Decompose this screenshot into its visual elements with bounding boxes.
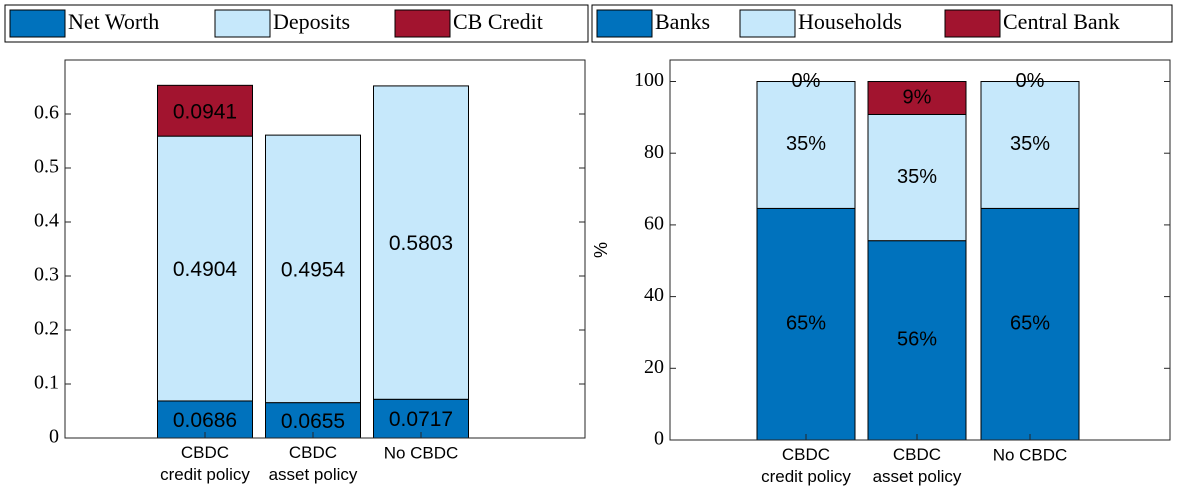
y-tick-label: 0.2 [34,318,59,340]
x-tick-label: CBDC credit policy [761,445,851,486]
x-tick-label: CBDC asset policy [269,443,358,484]
bar-segment [157,84,253,137]
value-label: 65% [1010,312,1050,334]
legend-label: CB Credit [453,9,543,34]
legend-swatch [214,9,271,38]
x-tick-label: No CBDC [993,445,1068,464]
x-tick-label: CBDC asset policy [873,445,962,486]
x-tick-label: No CBDC [384,443,459,462]
x-tick-label: CBDC credit policy [160,443,250,484]
value-label: 56% [897,329,937,351]
legend-swatch [944,9,1001,38]
y-tick-label: 0 [49,426,59,448]
bar-segment [157,135,253,402]
value-label: 35% [1010,133,1050,155]
bar-segment [867,81,967,115]
value-label: 0.0717 [389,408,453,431]
legend-swatch [596,9,653,38]
bar-segment [756,81,856,209]
value-label: 0.0941 [173,100,237,123]
value-label: 35% [786,133,826,155]
legend-box [4,4,589,43]
legend-label: Households [798,9,902,34]
y-tick-label: 0.5 [34,156,59,178]
value-label: 0.4904 [173,258,238,281]
value-label: 35% [897,166,937,188]
bar-segment [756,207,856,441]
y-tick-label: 0 [654,428,664,450]
bar-segment [980,207,1080,441]
y-tick-label: 0.4 [34,210,59,232]
y-tick-label: 0.1 [34,372,59,394]
legend-swatch [394,9,451,38]
value-label: 0.0686 [173,409,237,432]
bar-segment [867,240,967,441]
y-tick-label: 0.3 [34,264,59,286]
y-tick-label: 0.6 [34,102,59,124]
value-label: 0% [1016,70,1045,92]
bar-segment [157,400,253,439]
legend-box [591,4,1173,43]
bar-segment [373,85,469,400]
y-tick-label: 60 [644,212,664,234]
legend-label: Net Worth [68,9,159,34]
legend-swatch [739,9,796,38]
value-label: 65% [786,312,826,334]
bar-segment [265,134,361,404]
y-tick-label: 100 [634,69,664,91]
y-axis-label: % [591,242,611,258]
y-tick-label: 20 [644,356,664,378]
value-label: 0% [792,70,821,92]
value-label: 0.5803 [389,232,453,255]
plot-frame [669,59,1171,441]
bar-segment [980,81,1080,209]
y-tick-label: 40 [644,284,664,306]
plot-frame [64,59,586,439]
bar-segment [867,113,967,242]
bar-segment [373,398,469,439]
legend-label: Banks [655,9,710,34]
legend-swatch [9,9,66,38]
value-label: 0.0655 [281,410,345,433]
value-label: 9% [903,86,932,108]
legend-label: Central Bank [1003,9,1120,34]
legend-label: Deposits [273,9,350,34]
y-tick-label: 80 [644,141,664,163]
value-label: 0.4954 [281,258,346,281]
